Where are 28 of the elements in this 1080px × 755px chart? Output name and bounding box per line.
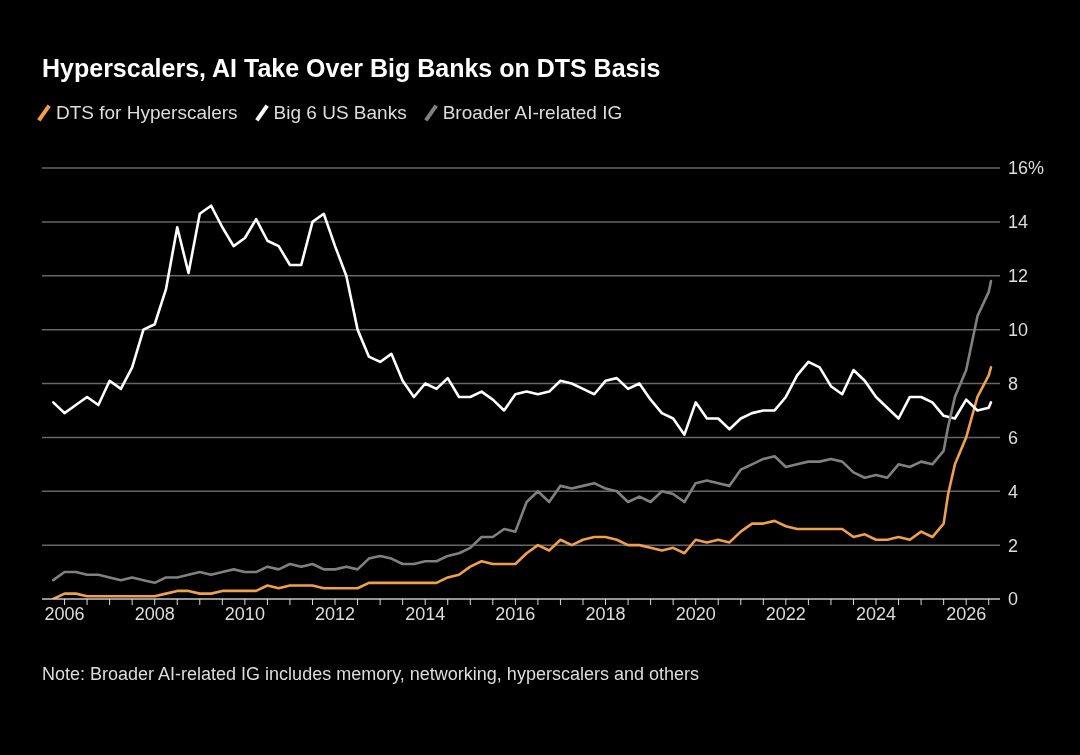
- x-tick-label: 2020: [675, 603, 716, 624]
- x-tick-label: 2010: [224, 603, 265, 624]
- line-series: [51, 204, 993, 436]
- x-tick-label: 2026: [946, 603, 987, 624]
- y-tick-label: 14: [1008, 212, 1029, 233]
- y-tick-label: 6: [1008, 427, 1019, 448]
- y-tick-label: 8: [1008, 373, 1019, 394]
- x-tick-label: 2012: [315, 603, 356, 624]
- legend-label: DTS for Hyperscalers: [55, 102, 238, 124]
- x-tick-label: 2006: [44, 603, 85, 624]
- y-tick-label: 0: [1008, 589, 1019, 610]
- line-series: [51, 366, 993, 599]
- y-tick-label: 4: [1008, 481, 1019, 502]
- legend-label: Big 6 US Banks: [272, 102, 407, 124]
- line-series: [51, 279, 993, 585]
- x-tick-label: 2016: [495, 603, 536, 624]
- y-tick-label: 10: [1008, 320, 1029, 341]
- x-tick-label: 2008: [134, 603, 175, 624]
- y-tick-label: 16%: [1008, 158, 1045, 179]
- chart-title: Hyperscalers, AI Take Over Big Banks on DTS Basis: [42, 54, 661, 83]
- x-tick-label: 2018: [585, 603, 626, 624]
- x-tick-label: 2022: [765, 603, 806, 624]
- legend-label: Broader AI-related IG: [441, 102, 623, 124]
- x-tick-label: 2014: [405, 603, 446, 624]
- y-tick-label: 12: [1008, 266, 1029, 287]
- text: Note: Broader AI-related IG includes memory, networking, hyperscalers and others: [42, 663, 699, 686]
- x-tick-label: 2024: [856, 603, 897, 624]
- y-tick-label: 2: [1008, 535, 1019, 556]
